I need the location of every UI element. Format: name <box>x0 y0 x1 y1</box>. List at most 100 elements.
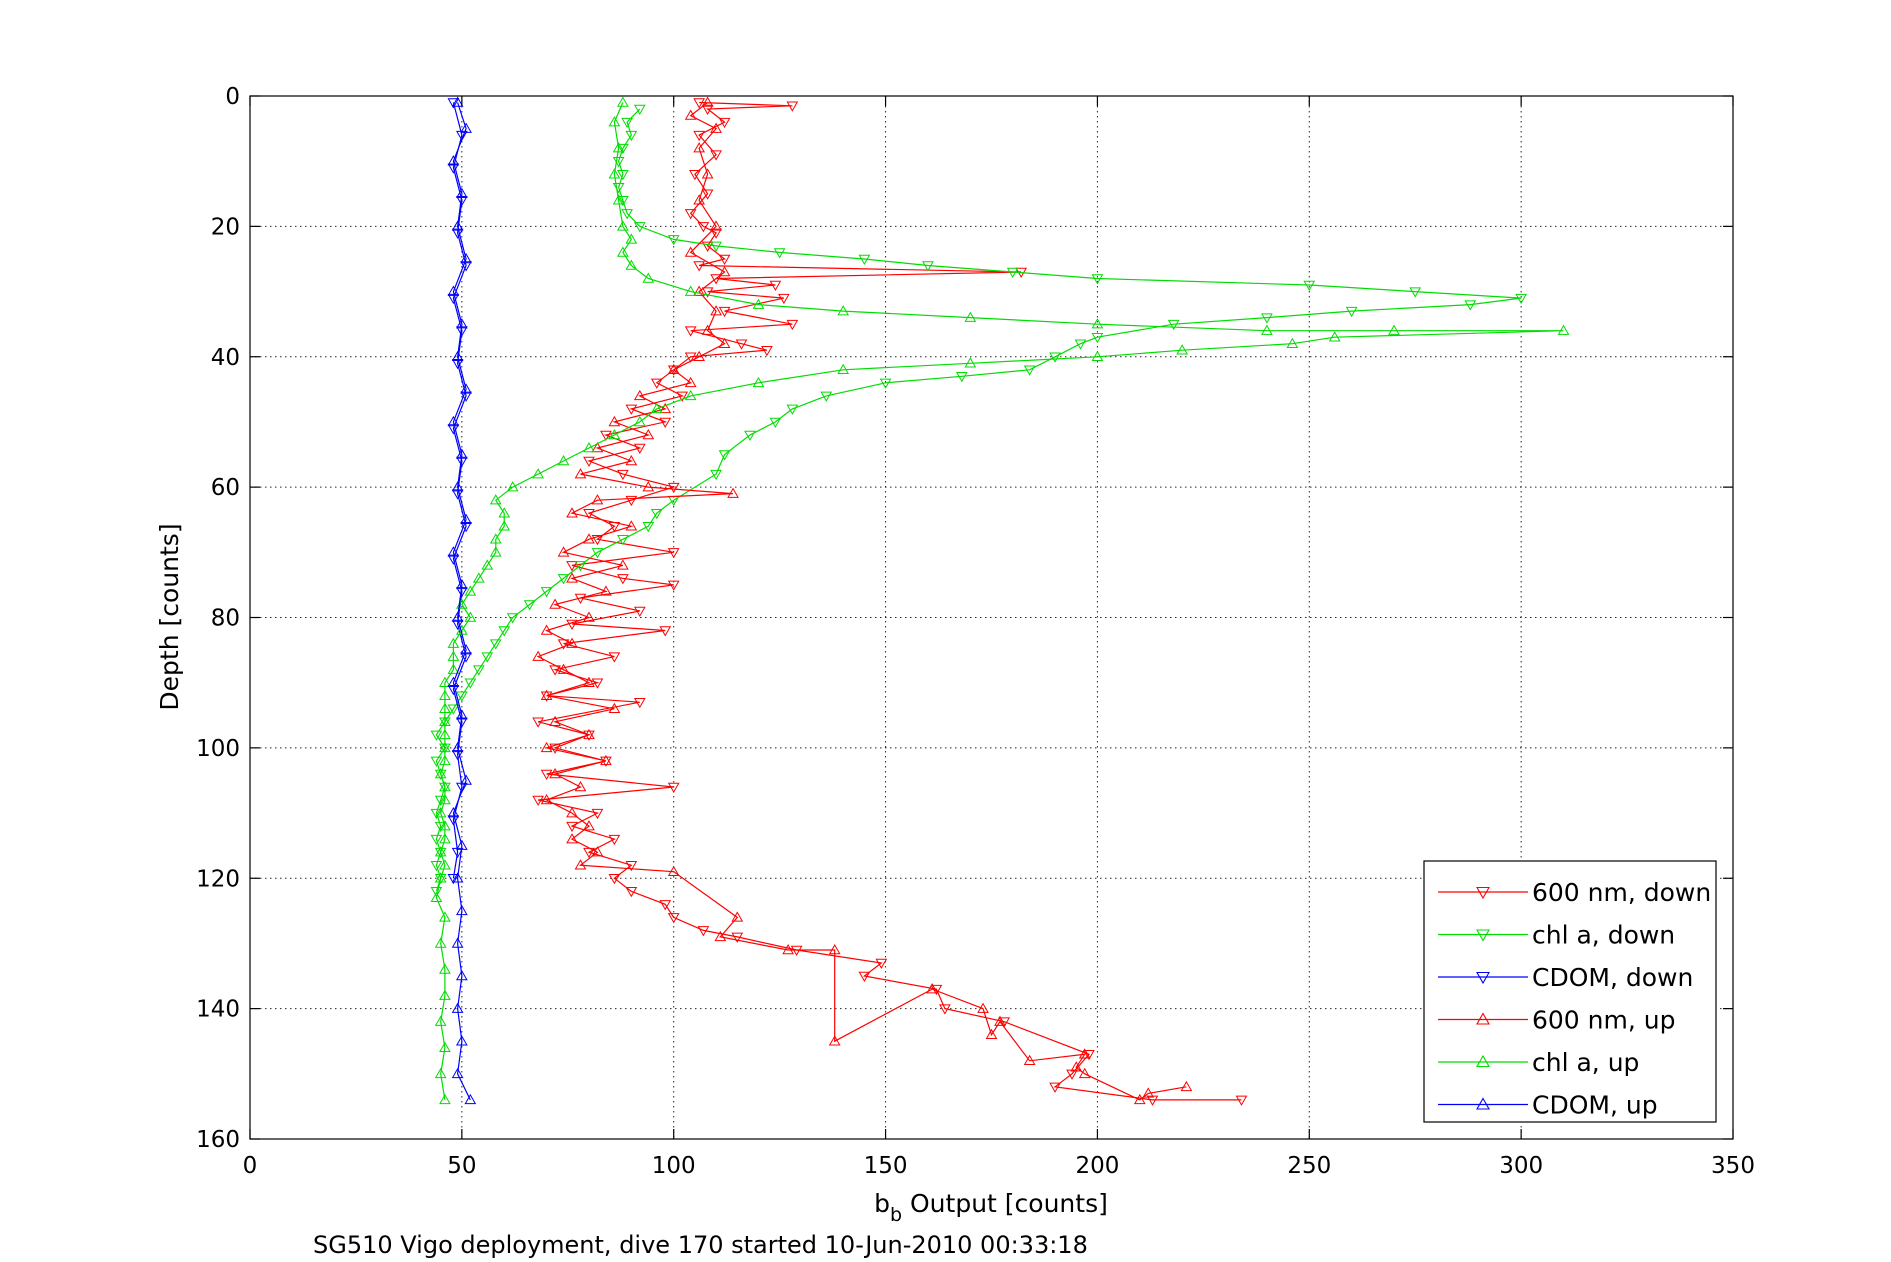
data-point <box>557 574 570 585</box>
data-point <box>1133 1093 1146 1105</box>
data-point <box>926 983 939 994</box>
y-tick-label: 20 <box>211 214 240 240</box>
data-point <box>710 228 722 239</box>
y-tick-label: 100 <box>196 736 240 762</box>
data-point <box>532 650 544 661</box>
data-point <box>566 821 578 833</box>
data-point <box>617 143 629 155</box>
data-point <box>693 261 705 272</box>
data-point <box>540 689 553 700</box>
data-point <box>625 495 638 507</box>
data-point <box>718 337 731 348</box>
data-point <box>430 730 443 741</box>
data-point <box>583 676 595 687</box>
series-5 <box>447 96 477 1105</box>
data-point <box>1328 331 1341 342</box>
data-point <box>460 252 472 264</box>
data-point <box>591 494 604 505</box>
data-point <box>701 96 714 107</box>
data-point <box>447 155 460 166</box>
data-point <box>489 639 502 650</box>
data-point <box>1091 318 1104 329</box>
data-point <box>451 1067 464 1079</box>
data-point <box>617 469 629 481</box>
data-point <box>633 415 646 427</box>
data-point <box>625 860 638 872</box>
data-point <box>710 150 722 161</box>
data-point <box>439 782 451 793</box>
data-point <box>439 689 451 700</box>
data-point <box>447 874 460 885</box>
data-point <box>659 626 672 637</box>
data-point <box>591 678 604 689</box>
legend: 600 nm, down chl a, down CDOM, down 600 nm,… <box>1423 860 1717 1123</box>
data-point <box>439 754 451 766</box>
data-point <box>430 891 443 903</box>
data-point <box>540 741 553 753</box>
data-point <box>591 548 604 559</box>
data-point <box>566 637 578 648</box>
data-point <box>1070 1061 1083 1072</box>
data-point <box>676 391 689 402</box>
data-point <box>608 116 621 127</box>
data-point <box>1515 293 1528 305</box>
series-line <box>452 102 471 1101</box>
data-point <box>540 624 553 635</box>
data-point <box>566 572 578 583</box>
data-point <box>506 481 519 492</box>
data-point <box>667 482 680 494</box>
data-point <box>540 794 553 805</box>
data-point <box>451 741 464 753</box>
data-point <box>858 971 871 983</box>
data-point <box>439 833 451 844</box>
y-tick-label: 60 <box>211 475 240 501</box>
data-point <box>1176 344 1189 355</box>
data-point <box>439 676 451 687</box>
data-point <box>608 874 621 885</box>
data-point <box>574 561 587 572</box>
data-point <box>650 508 663 520</box>
data-point <box>434 821 447 833</box>
data-point <box>430 808 443 820</box>
data-point <box>693 98 705 109</box>
data-point <box>1388 324 1400 335</box>
series-layer <box>430 96 1570 1106</box>
x-tick-label: 300 <box>1499 1153 1543 1179</box>
data-point <box>574 780 587 792</box>
y-tick-label: 160 <box>196 1127 240 1153</box>
data-point <box>460 122 472 133</box>
data-point <box>472 665 485 676</box>
data-point <box>451 937 464 948</box>
data-point <box>464 611 477 622</box>
data-point <box>434 846 447 857</box>
x-axis-label: bb Output [counts] <box>874 1189 1108 1226</box>
x-axis-label-main: b <box>874 1189 890 1218</box>
data-point <box>710 122 722 133</box>
data-point <box>731 932 744 943</box>
data-point <box>455 839 468 850</box>
chart-caption: SG510 Vigo deployment, dive 170 started … <box>313 1231 1088 1259</box>
y-axis-label: Depth [counts] <box>155 523 184 710</box>
x-tick-label: 350 <box>1711 1153 1755 1179</box>
data-point <box>583 508 595 520</box>
data-point <box>735 339 748 350</box>
data-point <box>1091 332 1104 344</box>
data-point <box>1006 267 1019 279</box>
x-tick-label: 150 <box>864 1153 908 1179</box>
data-point <box>693 285 705 296</box>
data-point <box>460 383 472 394</box>
data-point <box>591 535 604 546</box>
data-point <box>875 958 888 970</box>
legend-marker <box>1476 1097 1490 1110</box>
data-point <box>617 535 629 546</box>
data-point <box>549 715 561 727</box>
data-point <box>439 715 451 727</box>
data-point <box>566 833 578 844</box>
data-point <box>1023 365 1036 376</box>
data-point <box>633 606 646 617</box>
data-point <box>701 241 714 252</box>
data-point <box>434 767 447 779</box>
data-point <box>447 650 460 661</box>
data-point <box>667 235 680 246</box>
data-point <box>447 163 460 174</box>
